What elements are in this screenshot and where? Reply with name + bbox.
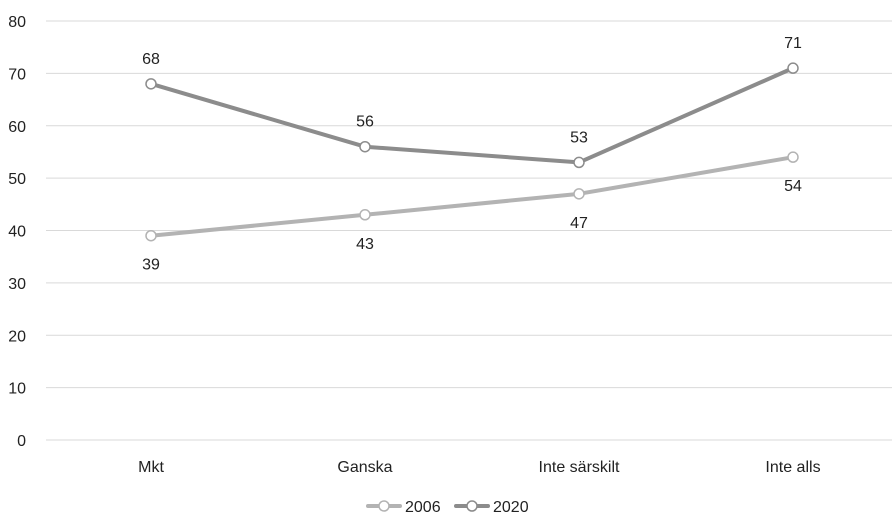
data-point-2006: [787, 151, 799, 163]
data-label-2006: 47: [570, 215, 588, 232]
series-points: [145, 62, 799, 242]
y-tick-label-50: 50: [8, 171, 26, 188]
y-axis-tick-labels: 0 10 20 30 40 50 60 70 80: [8, 14, 26, 450]
data-label-2020: 71: [784, 35, 802, 52]
series-line-2006: [149, 155, 795, 238]
data-point-2020: [359, 140, 371, 153]
data-point-2020: [787, 62, 799, 74]
legend-label-2006: 2006: [405, 499, 441, 514]
y-tick-label-10: 10: [8, 381, 26, 398]
data-point-2006: [573, 188, 585, 200]
x-category-label: Inte alls: [765, 459, 820, 476]
y-tick-label-30: 30: [8, 276, 26, 293]
data-labels: 39 43 47 54 68 56 53 71: [142, 35, 802, 274]
x-category-label: Inte särskilt: [539, 459, 620, 476]
data-label-2020: 68: [142, 51, 160, 68]
data-label-2020: 56: [356, 114, 374, 131]
data-label-2006: 43: [356, 236, 374, 253]
y-tick-label-20: 20: [8, 328, 26, 345]
data-point-2020: [573, 156, 585, 169]
series-line-2020: [149, 66, 795, 165]
x-category-label: Ganska: [337, 459, 392, 476]
y-tick-label-80: 80: [8, 14, 26, 31]
data-label-2006: 39: [142, 257, 160, 274]
x-category-label: Mkt: [138, 459, 164, 476]
legend-swatch-marker-2020: [466, 500, 478, 512]
data-point-2006: [359, 209, 371, 221]
data-label-2006: 54: [784, 178, 802, 195]
legend: 2006 2020: [366, 499, 529, 514]
y-tick-label-40: 40: [8, 224, 26, 241]
y-tick-label-60: 60: [8, 119, 26, 136]
x-axis-category-labels: Mkt Ganska Inte särskilt Inte alls: [138, 459, 820, 476]
grid-lines: [46, 20, 892, 441]
data-point-2020: [145, 78, 157, 90]
y-tick-label-0: 0: [17, 433, 26, 450]
legend-swatch-marker-2006: [378, 500, 390, 512]
data-label-2020: 53: [570, 129, 588, 146]
legend-label-2020: 2020: [493, 499, 529, 514]
data-point-2006: [145, 229, 157, 242]
series-lines: [149, 66, 795, 238]
y-tick-label-70: 70: [8, 66, 26, 83]
